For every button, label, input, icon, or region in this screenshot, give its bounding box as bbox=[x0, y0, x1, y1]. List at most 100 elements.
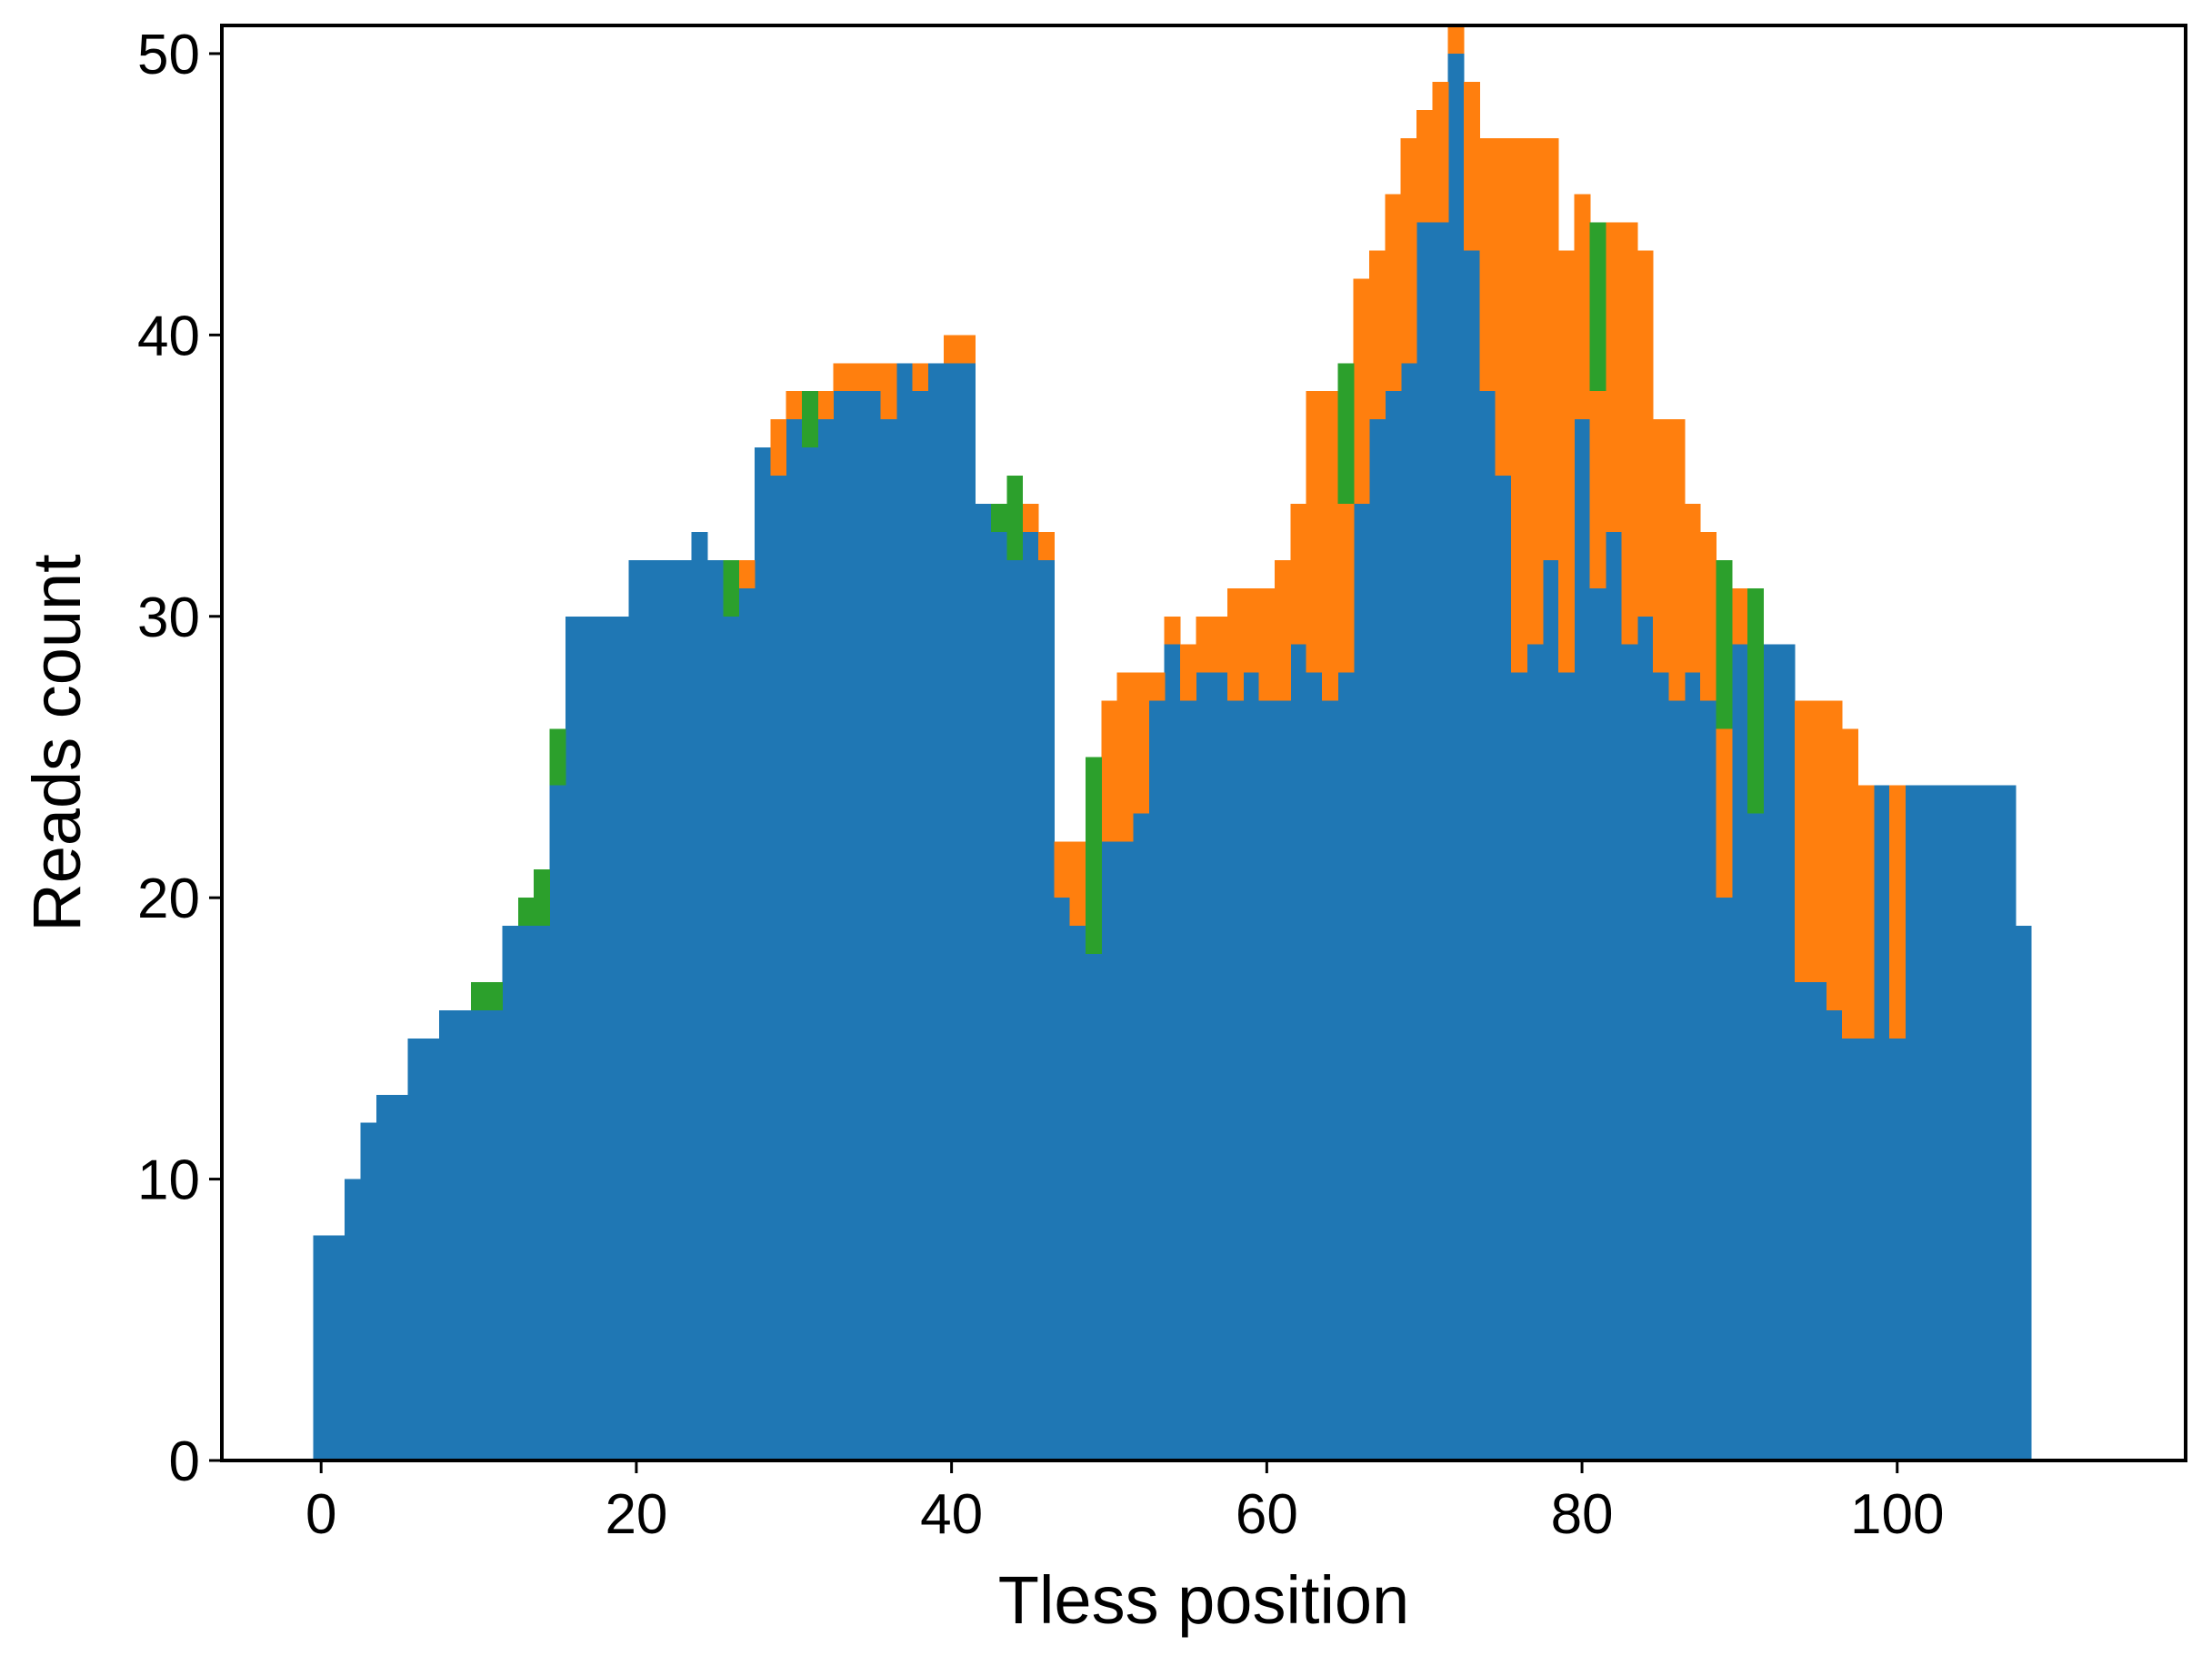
bar-segment bbox=[691, 531, 708, 1460]
bar-segment bbox=[423, 1038, 440, 1460]
bar-segment bbox=[1385, 391, 1402, 1460]
bar-segment bbox=[927, 363, 945, 1460]
bar-segment bbox=[549, 785, 566, 1460]
bar-segment bbox=[770, 476, 787, 1460]
bar-segment bbox=[1385, 194, 1402, 392]
bar-segment bbox=[1464, 81, 1480, 251]
bar-segment bbox=[534, 869, 551, 927]
bar-segment bbox=[912, 391, 929, 1460]
bar-segment bbox=[1589, 222, 1606, 392]
bar-segment bbox=[1621, 644, 1638, 1460]
bar-segment bbox=[565, 616, 582, 1460]
bar-segment bbox=[1920, 785, 1937, 1460]
bar-segment bbox=[1275, 559, 1291, 701]
bar-segment bbox=[455, 1009, 472, 1460]
bar-segment bbox=[848, 391, 866, 1460]
bar-segment bbox=[1857, 1038, 1875, 1460]
bar-segment bbox=[1495, 137, 1512, 477]
bar-segment bbox=[1716, 898, 1733, 1460]
bar-segment bbox=[1558, 250, 1575, 673]
bar-segment bbox=[1495, 476, 1512, 1460]
bar-segment bbox=[1447, 53, 1465, 1461]
bar-segment bbox=[1842, 728, 1859, 1039]
bar-segment bbox=[817, 391, 835, 420]
bar-segment bbox=[723, 559, 740, 617]
bar-segment bbox=[1479, 137, 1496, 392]
bar-segment bbox=[1526, 137, 1544, 645]
bar-segment bbox=[865, 363, 882, 392]
bar-segment bbox=[1258, 587, 1276, 701]
bar-segment bbox=[1353, 504, 1370, 1460]
bar-segment bbox=[1006, 559, 1024, 1460]
bar-segment bbox=[1842, 1038, 1859, 1460]
bar-segment bbox=[975, 504, 992, 1460]
bar-segment bbox=[1826, 1009, 1843, 1460]
bar-segment bbox=[1606, 222, 1622, 532]
bar-segment bbox=[1337, 504, 1355, 673]
bar-segment bbox=[676, 559, 693, 1460]
bar-segment bbox=[1432, 222, 1449, 1460]
bar-segment bbox=[1511, 137, 1527, 673]
bar-segment bbox=[1763, 644, 1780, 1460]
bar-segment bbox=[1369, 419, 1386, 1460]
bar-segment bbox=[1164, 644, 1181, 1460]
bar-segment bbox=[1479, 391, 1496, 1460]
bar-segment bbox=[1164, 616, 1181, 645]
bar-segment bbox=[1179, 700, 1196, 1460]
bar-segment bbox=[1857, 785, 1875, 1039]
bar-segment bbox=[912, 363, 929, 392]
bar-segment bbox=[880, 419, 897, 1460]
bar-segment bbox=[439, 1009, 456, 1460]
bar-segment bbox=[470, 982, 487, 1010]
bar-segment bbox=[738, 587, 756, 1460]
bar-segment bbox=[1006, 476, 1024, 560]
bar-segment bbox=[1984, 785, 2001, 1460]
bar-segment bbox=[801, 447, 818, 1460]
bar-segment bbox=[659, 559, 676, 1460]
bar-segment bbox=[1542, 559, 1559, 1460]
bar-segment bbox=[1148, 700, 1166, 1460]
bar-segment bbox=[1937, 785, 1954, 1460]
bar-segment bbox=[375, 1094, 393, 1460]
x-tick-label: 80 bbox=[1551, 1483, 1614, 1546]
bar-segment bbox=[1636, 616, 1654, 1460]
bar-segment bbox=[1085, 954, 1102, 1460]
bar-segment bbox=[1795, 982, 1812, 1460]
bar-segment bbox=[1731, 644, 1748, 1460]
bar-segment bbox=[407, 1038, 425, 1460]
bar-segment bbox=[990, 531, 1007, 1460]
x-axis-label: Tless position bbox=[998, 1562, 1409, 1638]
bar-segment bbox=[1700, 531, 1717, 701]
bar-segment bbox=[848, 363, 866, 392]
bar-segment bbox=[896, 363, 913, 1460]
y-tick-label: 40 bbox=[137, 305, 200, 367]
plot-frame bbox=[220, 24, 2187, 1462]
bar-segment bbox=[1037, 531, 1055, 560]
bar-segment bbox=[1243, 672, 1260, 1460]
bar-segment bbox=[1085, 757, 1102, 955]
bar-segment bbox=[1054, 898, 1071, 1460]
bar-segment bbox=[1132, 672, 1149, 814]
bar-segment bbox=[1196, 672, 1213, 1460]
bar-segment bbox=[1967, 785, 1985, 1460]
bar-segment bbox=[1999, 785, 2017, 1460]
bar-segment bbox=[865, 391, 882, 1460]
bar-segment bbox=[581, 616, 598, 1460]
bar-segment bbox=[943, 335, 960, 364]
bar-segment bbox=[1606, 531, 1622, 1460]
bar-segment bbox=[1636, 250, 1654, 617]
bar-segment bbox=[549, 728, 566, 786]
bar-segment bbox=[1416, 109, 1433, 223]
bar-segment bbox=[1668, 419, 1686, 701]
bar-segment bbox=[943, 363, 960, 1460]
bar-segment bbox=[1101, 841, 1118, 1460]
bar-segment bbox=[1227, 700, 1244, 1460]
bar-segment bbox=[706, 559, 724, 1460]
bar-segment bbox=[754, 447, 771, 1460]
y-tick-label: 50 bbox=[137, 24, 200, 86]
bar-segment bbox=[1054, 841, 1071, 898]
bar-segment bbox=[1716, 559, 1733, 729]
bar-segment bbox=[313, 1235, 330, 1460]
bar-segment bbox=[1116, 841, 1134, 1460]
bar-segment bbox=[1464, 250, 1480, 1460]
